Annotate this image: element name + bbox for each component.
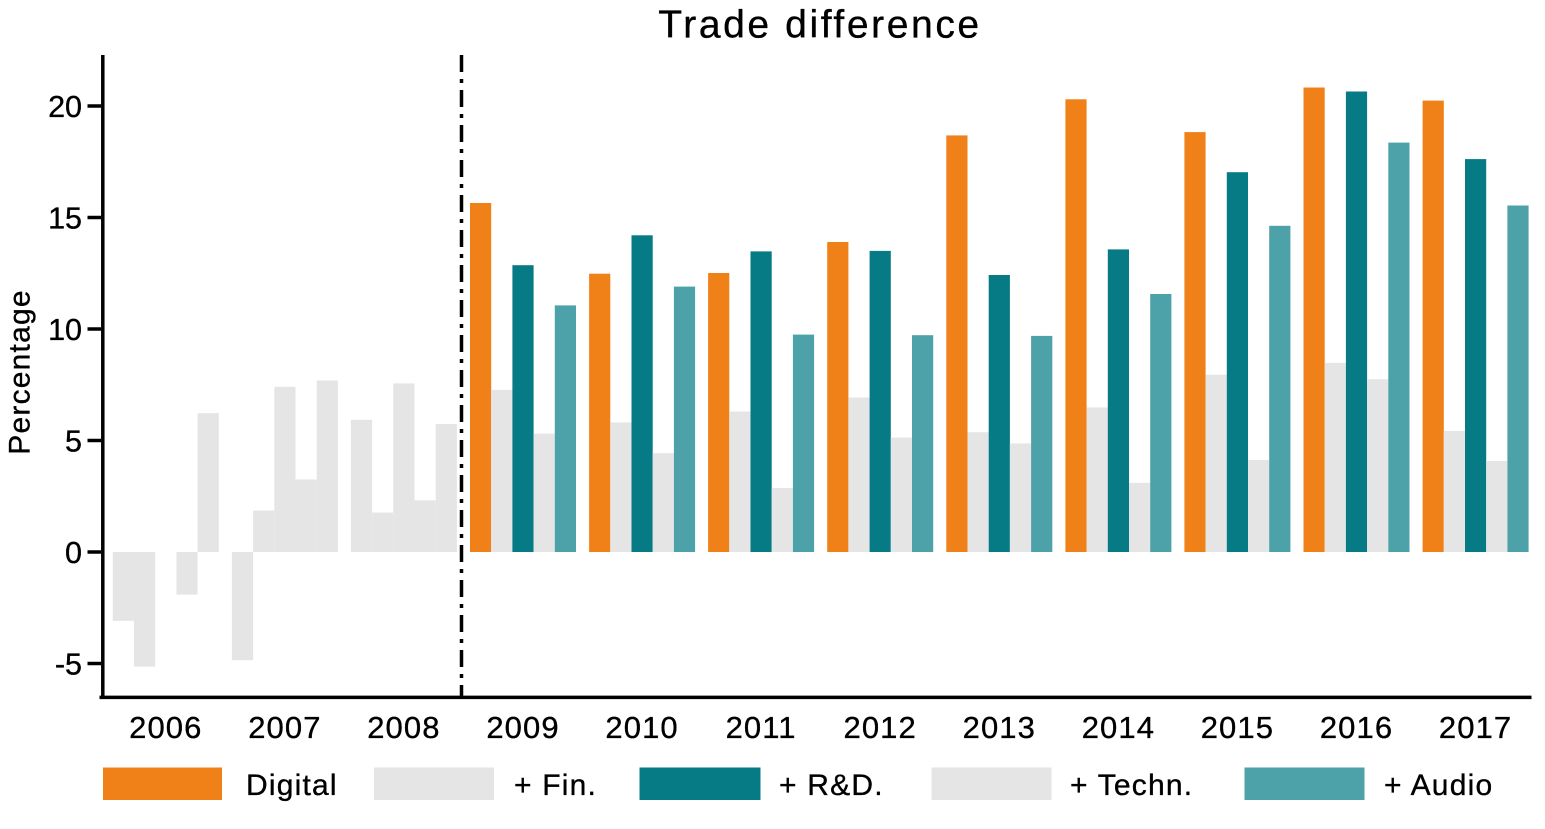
svg-text:2011: 2011 xyxy=(726,710,797,745)
svg-text:2010: 2010 xyxy=(605,710,678,745)
svg-text:2014: 2014 xyxy=(1082,710,1155,745)
svg-text:2016: 2016 xyxy=(1320,710,1393,745)
svg-text:0: 0 xyxy=(65,536,82,570)
svg-text:+ Fin.: + Fin. xyxy=(514,769,597,802)
svg-text:2012: 2012 xyxy=(844,710,917,745)
svg-text:Percentage: Percentage xyxy=(4,289,37,454)
svg-text:20: 20 xyxy=(48,90,82,124)
svg-text:+ Techn.: + Techn. xyxy=(1070,769,1193,802)
svg-text:2008: 2008 xyxy=(367,710,440,745)
svg-text:-5: -5 xyxy=(55,648,82,682)
svg-text:5: 5 xyxy=(65,425,82,459)
svg-text:15: 15 xyxy=(48,202,82,236)
svg-text:2017: 2017 xyxy=(1439,710,1512,745)
svg-text:Trade difference: Trade difference xyxy=(658,4,981,47)
svg-text:2015: 2015 xyxy=(1201,710,1274,745)
svg-text:+ Audio: + Audio xyxy=(1384,769,1493,802)
svg-text:2009: 2009 xyxy=(486,710,559,745)
svg-text:2006: 2006 xyxy=(129,710,202,745)
svg-text:Digital: Digital xyxy=(246,769,338,802)
svg-text:2007: 2007 xyxy=(248,710,321,745)
svg-text:10: 10 xyxy=(48,313,82,347)
svg-text:+ R&D.: + R&D. xyxy=(779,769,884,802)
svg-text:2013: 2013 xyxy=(963,710,1036,745)
